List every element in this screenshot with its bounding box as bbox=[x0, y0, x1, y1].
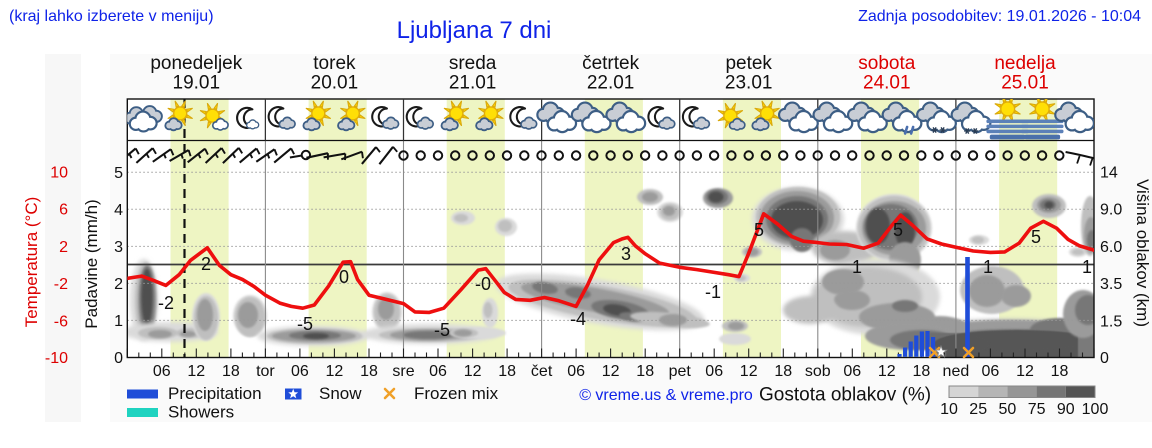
svg-text:14: 14 bbox=[1100, 165, 1118, 182]
svg-text:Zadnja posodobitev: 19.01.2026: Zadnja posodobitev: 19.01.2026 - 10:04 bbox=[858, 8, 1141, 25]
svg-text:torek: torek bbox=[313, 53, 356, 74]
svg-text:90: 90 bbox=[1057, 401, 1075, 418]
svg-text:06: 06 bbox=[153, 363, 171, 380]
svg-text:24.01: 24.01 bbox=[863, 73, 911, 94]
svg-text:Precipitation: Precipitation bbox=[168, 384, 262, 403]
svg-text:18: 18 bbox=[774, 363, 792, 380]
svg-text:1: 1 bbox=[1082, 257, 1092, 277]
svg-text:0: 0 bbox=[339, 267, 349, 287]
svg-text:06: 06 bbox=[567, 363, 585, 380]
svg-text:-10: -10 bbox=[45, 350, 68, 367]
svg-text:25.01: 25.01 bbox=[1001, 73, 1049, 94]
svg-text:12: 12 bbox=[464, 363, 482, 380]
svg-text:čet: čet bbox=[531, 363, 553, 380]
svg-text:5: 5 bbox=[114, 165, 123, 182]
svg-text:21.01: 21.01 bbox=[449, 73, 497, 94]
svg-text:3: 3 bbox=[621, 244, 631, 264]
svg-text:2: 2 bbox=[114, 276, 123, 293]
svg-text:100: 100 bbox=[1082, 401, 1109, 418]
svg-text:Ljubljana 7 dni: Ljubljana 7 dni bbox=[397, 17, 552, 44]
svg-text:-1: -1 bbox=[705, 282, 721, 302]
svg-text:10: 10 bbox=[940, 401, 958, 418]
svg-text:-2: -2 bbox=[158, 293, 174, 313]
svg-text:(kraj lahko izberete v meniju): (kraj lahko izberete v meniju) bbox=[9, 8, 214, 25]
svg-text:5: 5 bbox=[754, 220, 764, 240]
svg-text:06: 06 bbox=[291, 363, 309, 380]
svg-text:1: 1 bbox=[852, 257, 862, 277]
svg-text:-4: -4 bbox=[570, 309, 586, 329]
svg-text:nedelja: nedelja bbox=[994, 53, 1056, 74]
svg-text:-0: -0 bbox=[475, 274, 491, 294]
svg-text:sob: sob bbox=[805, 363, 831, 380]
svg-text:-6: -6 bbox=[54, 313, 68, 330]
svg-text:ponedeljek: ponedeljek bbox=[150, 53, 242, 74]
svg-text:12: 12 bbox=[740, 363, 758, 380]
svg-text:Višina oblakov (km): Višina oblakov (km) bbox=[1133, 179, 1152, 327]
svg-text:3.5: 3.5 bbox=[1100, 276, 1122, 293]
svg-text:Padavine (mm/h): Padavine (mm/h) bbox=[82, 199, 101, 328]
svg-text:06: 06 bbox=[429, 363, 447, 380]
svg-text:06: 06 bbox=[843, 363, 861, 380]
svg-text:06: 06 bbox=[982, 363, 1000, 380]
svg-text:10: 10 bbox=[50, 165, 68, 182]
svg-text:sobota: sobota bbox=[858, 53, 915, 74]
svg-text:12: 12 bbox=[602, 363, 620, 380]
svg-text:6.0: 6.0 bbox=[1100, 239, 1122, 256]
svg-text:18: 18 bbox=[1051, 363, 1069, 380]
svg-text:25: 25 bbox=[969, 401, 987, 418]
svg-text:Showers: Showers bbox=[168, 403, 234, 422]
svg-text:18: 18 bbox=[636, 363, 654, 380]
svg-text:23.01: 23.01 bbox=[725, 73, 773, 94]
svg-text:0: 0 bbox=[1100, 350, 1109, 367]
svg-text:5: 5 bbox=[893, 220, 903, 240]
svg-text:6: 6 bbox=[59, 202, 68, 219]
svg-text:sre: sre bbox=[392, 363, 414, 380]
svg-text:50: 50 bbox=[999, 401, 1017, 418]
svg-text:19.01: 19.01 bbox=[173, 73, 221, 94]
svg-text:četrtek: četrtek bbox=[582, 53, 640, 74]
svg-text:06: 06 bbox=[705, 363, 723, 380]
svg-text:9.0: 9.0 bbox=[1100, 202, 1122, 219]
svg-text:© vreme.us & vreme.pro: © vreme.us & vreme.pro bbox=[579, 387, 753, 404]
svg-text:0: 0 bbox=[114, 350, 123, 367]
svg-text:pet: pet bbox=[669, 363, 692, 380]
svg-text:sreda: sreda bbox=[449, 53, 497, 74]
svg-text:-2: -2 bbox=[54, 276, 68, 293]
svg-text:Frozen mix: Frozen mix bbox=[414, 384, 499, 403]
svg-text:22.01: 22.01 bbox=[587, 73, 635, 94]
svg-text:petek: petek bbox=[725, 53, 772, 74]
svg-text:12: 12 bbox=[878, 363, 896, 380]
svg-text:1: 1 bbox=[114, 313, 123, 330]
svg-text:20.01: 20.01 bbox=[311, 73, 359, 94]
svg-text:5: 5 bbox=[1031, 227, 1041, 247]
svg-text:18: 18 bbox=[222, 363, 240, 380]
svg-text:Temperatura (°C): Temperatura (°C) bbox=[22, 197, 41, 328]
svg-text:18: 18 bbox=[360, 363, 378, 380]
svg-text:-5: -5 bbox=[297, 314, 313, 334]
svg-text:12: 12 bbox=[326, 363, 344, 380]
svg-text:4: 4 bbox=[114, 202, 123, 219]
svg-text:18: 18 bbox=[498, 363, 516, 380]
svg-text:Snow: Snow bbox=[319, 384, 362, 403]
svg-text:2: 2 bbox=[59, 239, 68, 256]
svg-text:3: 3 bbox=[114, 239, 123, 256]
svg-text:tor: tor bbox=[256, 363, 275, 380]
svg-text:18: 18 bbox=[913, 363, 931, 380]
svg-text:12: 12 bbox=[1016, 363, 1034, 380]
svg-text:12: 12 bbox=[187, 363, 205, 380]
svg-text:-5: -5 bbox=[434, 320, 450, 340]
svg-text:Gostota oblakov (%): Gostota oblakov (%) bbox=[759, 385, 931, 406]
svg-text:ned: ned bbox=[943, 363, 970, 380]
svg-text:75: 75 bbox=[1028, 401, 1046, 418]
svg-text:1: 1 bbox=[983, 257, 993, 277]
svg-text:2: 2 bbox=[201, 254, 211, 274]
svg-text:1.5: 1.5 bbox=[1100, 313, 1122, 330]
